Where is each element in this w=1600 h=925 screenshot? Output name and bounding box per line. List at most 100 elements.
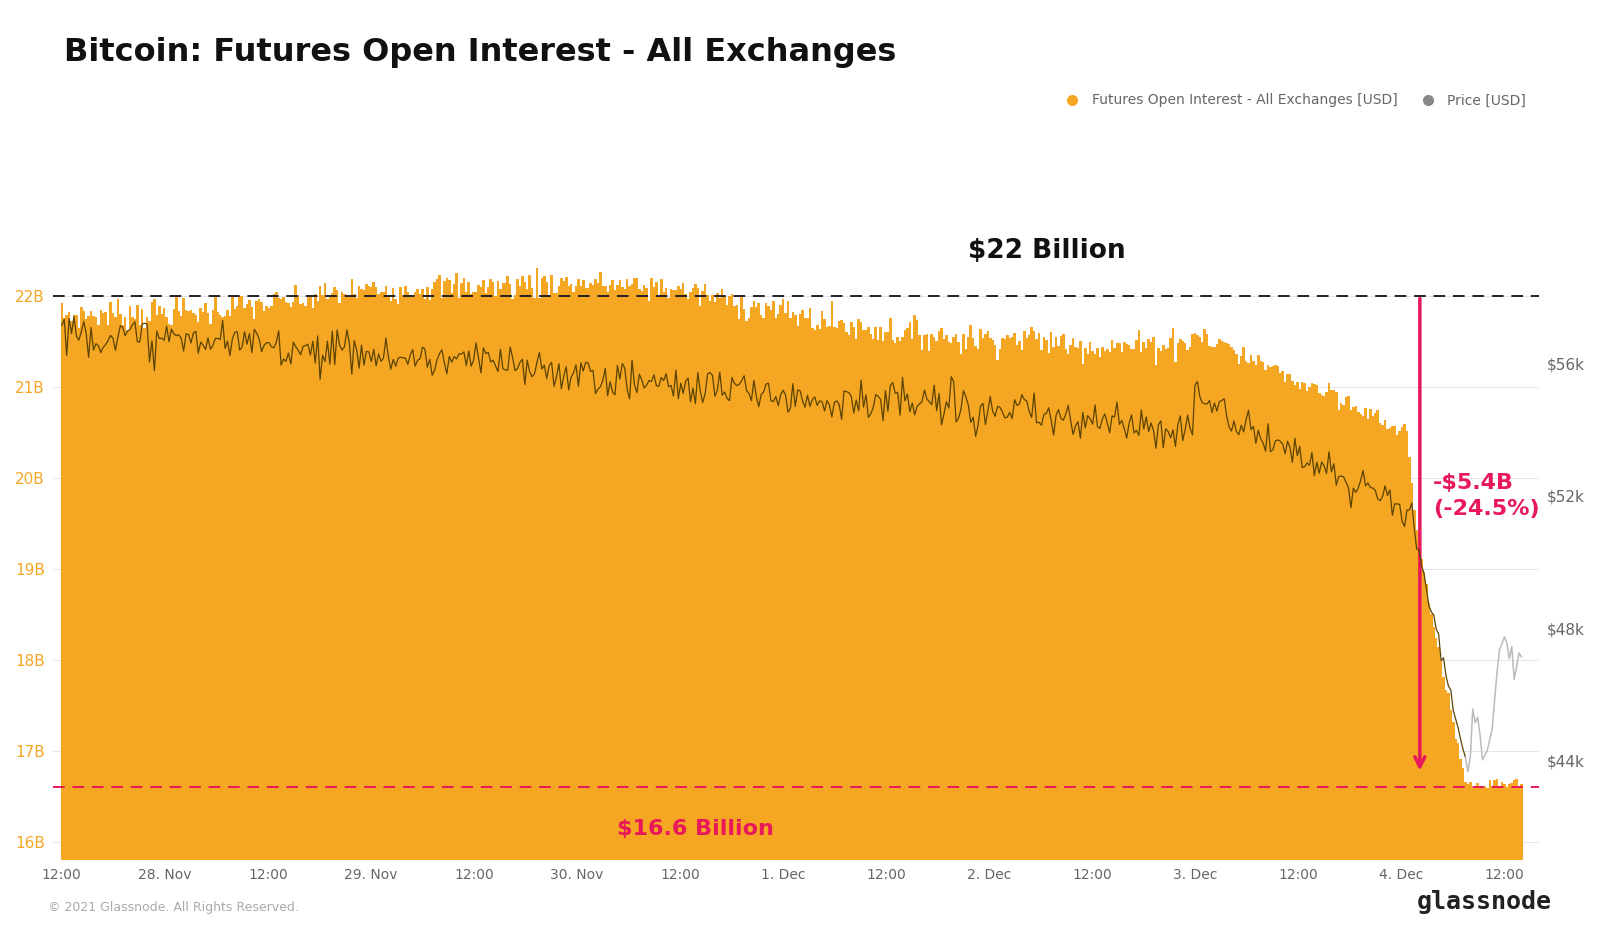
Bar: [1253, 361, 1254, 925]
Bar: [416, 290, 419, 925]
Bar: [309, 295, 312, 925]
Bar: [1435, 638, 1437, 925]
Bar: [1509, 783, 1510, 925]
Bar: [1450, 710, 1453, 925]
Bar: [83, 311, 85, 925]
Bar: [558, 286, 560, 925]
Bar: [843, 324, 845, 925]
Bar: [1306, 391, 1309, 925]
Bar: [70, 321, 74, 925]
Bar: [1109, 352, 1110, 925]
Text: glassnode: glassnode: [1418, 890, 1552, 914]
Bar: [1360, 414, 1362, 925]
Bar: [1264, 370, 1267, 925]
Bar: [1515, 779, 1518, 925]
Bar: [1094, 353, 1096, 925]
Bar: [614, 290, 616, 925]
Bar: [538, 298, 541, 925]
Bar: [680, 289, 682, 925]
Bar: [1330, 389, 1333, 925]
Bar: [541, 278, 542, 925]
Bar: [363, 290, 365, 925]
Bar: [854, 339, 858, 925]
Bar: [280, 299, 282, 925]
Bar: [941, 328, 942, 925]
Bar: [685, 294, 686, 925]
Bar: [1394, 426, 1397, 925]
Bar: [1416, 530, 1418, 925]
Bar: [960, 354, 962, 925]
Bar: [773, 302, 774, 925]
Bar: [1299, 389, 1301, 925]
Bar: [277, 298, 280, 925]
Bar: [1221, 341, 1222, 925]
Bar: [374, 287, 378, 925]
Bar: [784, 313, 787, 925]
Bar: [606, 292, 610, 925]
Bar: [1288, 375, 1291, 925]
Bar: [197, 322, 200, 925]
Bar: [1469, 783, 1472, 925]
Bar: [382, 292, 384, 925]
Bar: [1142, 342, 1146, 925]
Bar: [1085, 349, 1086, 925]
Bar: [1211, 347, 1213, 925]
Bar: [746, 321, 747, 925]
Bar: [1386, 429, 1389, 925]
Bar: [136, 305, 139, 925]
Bar: [1170, 339, 1171, 925]
Bar: [126, 330, 130, 925]
Bar: [1430, 614, 1432, 925]
Bar: [950, 343, 952, 925]
Bar: [1254, 365, 1258, 925]
Bar: [869, 334, 872, 925]
Bar: [266, 305, 267, 925]
Bar: [574, 286, 578, 925]
Bar: [778, 314, 779, 925]
Bar: [882, 341, 885, 925]
Bar: [226, 311, 229, 925]
Bar: [131, 316, 134, 925]
Bar: [936, 341, 938, 925]
Bar: [402, 295, 405, 925]
Bar: [261, 302, 262, 925]
Bar: [1006, 335, 1008, 925]
Bar: [602, 286, 605, 925]
Bar: [139, 325, 141, 925]
Bar: [584, 288, 587, 925]
Bar: [891, 339, 894, 925]
Text: glassnode: glassnode: [656, 484, 936, 537]
Bar: [1301, 382, 1304, 925]
Bar: [512, 299, 514, 925]
Bar: [184, 310, 187, 925]
Bar: [298, 295, 299, 925]
Bar: [1486, 788, 1488, 925]
Bar: [709, 301, 712, 925]
Bar: [864, 330, 867, 925]
Bar: [952, 337, 955, 925]
Bar: [931, 334, 933, 925]
Bar: [894, 342, 896, 925]
Bar: [475, 292, 477, 925]
Bar: [923, 335, 926, 925]
Bar: [1134, 340, 1138, 925]
Bar: [293, 302, 294, 925]
Bar: [1344, 397, 1347, 925]
Bar: [1064, 350, 1067, 925]
Bar: [93, 316, 94, 925]
Bar: [1150, 341, 1152, 925]
Bar: [1371, 416, 1374, 925]
Bar: [528, 276, 531, 925]
Bar: [1472, 788, 1474, 925]
Bar: [358, 286, 360, 925]
Bar: [662, 292, 666, 925]
Bar: [1222, 342, 1226, 925]
Bar: [1496, 779, 1499, 925]
Bar: [645, 288, 648, 925]
Bar: [299, 303, 302, 925]
Bar: [1198, 338, 1202, 925]
Text: $22 Billion: $22 Billion: [968, 238, 1126, 264]
Bar: [482, 279, 485, 925]
Bar: [123, 316, 126, 925]
Bar: [1376, 411, 1379, 925]
